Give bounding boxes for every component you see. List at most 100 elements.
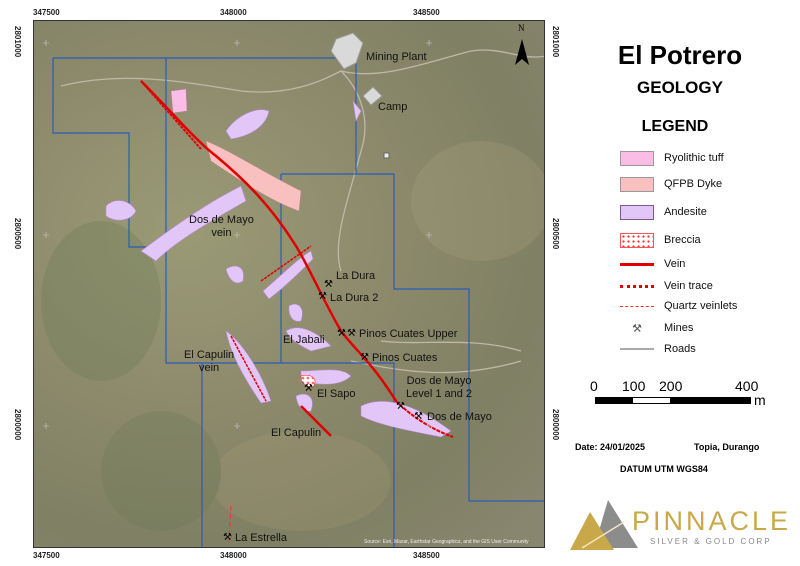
swatch	[620, 348, 654, 350]
label-line: Dos de Mayo	[406, 375, 472, 387]
swatch	[620, 232, 654, 248]
label-line: Level 1 and 2	[406, 388, 473, 400]
legend-item-breccia: Breccia	[620, 230, 701, 250]
pickaxe-icon[interactable]: ⚒	[223, 532, 232, 543]
legend-item-andesite: Andesite	[620, 202, 707, 222]
scale-unit: m	[754, 392, 766, 408]
label-dos-de-mayo: Dos de Mayo	[427, 411, 492, 423]
dos-de-mayo-vein	[140, 80, 398, 402]
pickaxe-icon[interactable]: ⚒	[396, 401, 405, 412]
label-dos-de-mayo-level: Dos de Mayo Level 1 and 2	[406, 375, 472, 401]
label-la-dura: La Dura	[336, 270, 376, 282]
pickaxe-icon[interactable]: ⚒	[347, 328, 356, 339]
x-tick: 348000	[220, 551, 247, 560]
building	[383, 152, 390, 159]
label-el-capulin-vein: El Capulin vein	[184, 349, 234, 375]
y-tick: 2800500	[13, 218, 22, 250]
y-tick: 2800000	[551, 409, 560, 441]
legend-label: QFPB Dyke	[664, 178, 723, 190]
grid-crosses	[43, 40, 432, 429]
legend-title: LEGEND	[641, 118, 709, 135]
breccia	[300, 375, 316, 388]
pickaxe-icon[interactable]: ⚒	[337, 328, 346, 339]
scale-label: 0	[590, 378, 598, 394]
swatch	[620, 262, 654, 266]
legend-item-roads: Roads	[620, 339, 696, 359]
attribution: Source: Esri, Maxar, Earthstar Geographi…	[364, 539, 529, 545]
pickaxe-icon[interactable]: ⚒	[414, 411, 423, 422]
y-tick: 2800500	[551, 218, 560, 250]
label-line: vein	[198, 362, 220, 374]
quartz-veinlets	[228, 505, 232, 542]
label-camp: Camp	[378, 101, 408, 113]
legend-label: Quartz veinlets	[664, 300, 738, 312]
camp-area	[362, 86, 383, 106]
label-el-sapo: El Sapo	[317, 388, 356, 400]
map-location: Topia, Durango	[694, 442, 760, 452]
pickaxe-icon[interactable]: ⚒	[318, 291, 327, 302]
label-mining-plant: Mining Plant	[366, 51, 427, 63]
qfpb-dyke	[205, 140, 302, 212]
legend-item-qfpb-dyke: QFPB Dyke	[620, 174, 722, 194]
legend-item-mines: ⚒ Mines	[620, 318, 693, 338]
legend-label: Ryolithic tuff	[664, 152, 724, 164]
la-dura-vein	[260, 245, 312, 282]
logo-name: PINNACLE	[632, 506, 792, 536]
el-capulin-vein-south	[300, 405, 332, 437]
legend-label: Vein trace	[664, 280, 713, 292]
x-tick: 347500	[33, 8, 60, 17]
legend-label: Breccia	[664, 234, 701, 246]
map-date: Date: 24/01/2025	[575, 442, 646, 452]
map-title: El Potrero	[617, 40, 743, 70]
el-capulin-vein	[230, 335, 267, 402]
label-el-capulin: El Capulin	[271, 427, 322, 439]
label-line: Dos de Mayo	[189, 214, 254, 226]
label-dos-de-mayo-vein: Dos de Mayo vein	[189, 214, 254, 240]
swatch	[620, 305, 654, 307]
scale-label: 200	[659, 378, 683, 394]
legend-label: Vein	[664, 258, 686, 270]
x-tick: 347500	[33, 551, 60, 560]
andesite-units	[105, 99, 452, 438]
legend-item-quartz-veinlets: Quartz veinlets	[620, 296, 737, 316]
swatch	[620, 284, 654, 288]
legend-label: Roads	[664, 343, 696, 355]
y-tick: 2801000	[551, 26, 560, 58]
pickaxe-icon[interactable]: ⚒	[304, 383, 313, 394]
swatch	[620, 150, 654, 166]
ryolithic-tuff	[170, 88, 188, 114]
vein-trace	[140, 80, 202, 150]
y-tick: 2800000	[13, 409, 22, 441]
map-subtitle: GEOLOGY	[637, 78, 723, 97]
legend-label: Mines	[664, 322, 694, 334]
legend-label: Andesite	[664, 206, 707, 218]
label-el-jabali: El Jabali	[283, 334, 325, 346]
pickaxe-icon: ⚒	[632, 322, 642, 335]
geology-map[interactable]: N Mining Plant Camp Dos de Mayo vein La D…	[33, 20, 545, 548]
x-tick: 348500	[413, 551, 440, 560]
map-features	[41, 32, 544, 547]
pinnacle-logo-icon	[570, 500, 638, 550]
label-line: El Capulin	[184, 349, 235, 361]
mining-plant-area	[330, 32, 364, 70]
x-tick: 348500	[413, 8, 440, 17]
scale-bar	[595, 397, 751, 404]
label-la-dura-2: La Dura 2	[330, 292, 379, 304]
y-tick: 2801000	[13, 26, 22, 58]
legend-item-vein: Vein	[620, 254, 685, 274]
vein-trace	[395, 400, 454, 438]
north-arrow-icon	[515, 39, 529, 65]
label-line: vein	[211, 227, 232, 239]
legend-item-vein-trace: Vein trace	[620, 276, 713, 296]
label-pinos-cuates: Pinos Cuates	[372, 352, 438, 364]
swatch	[620, 204, 654, 220]
swatch	[620, 176, 654, 192]
scale-label: 100	[622, 378, 646, 394]
pickaxe-icon[interactable]: ⚒	[324, 279, 333, 290]
north-label: N	[518, 23, 525, 33]
map-datum: DATUM UTM WGS84	[620, 464, 708, 474]
pickaxe-icon[interactable]: ⚒	[360, 352, 369, 363]
scale-label: 400	[735, 378, 759, 394]
label-pinos-cuates-upper: Pinos Cuates Upper	[359, 328, 458, 340]
label-la-estrella: La Estrella	[235, 532, 287, 544]
